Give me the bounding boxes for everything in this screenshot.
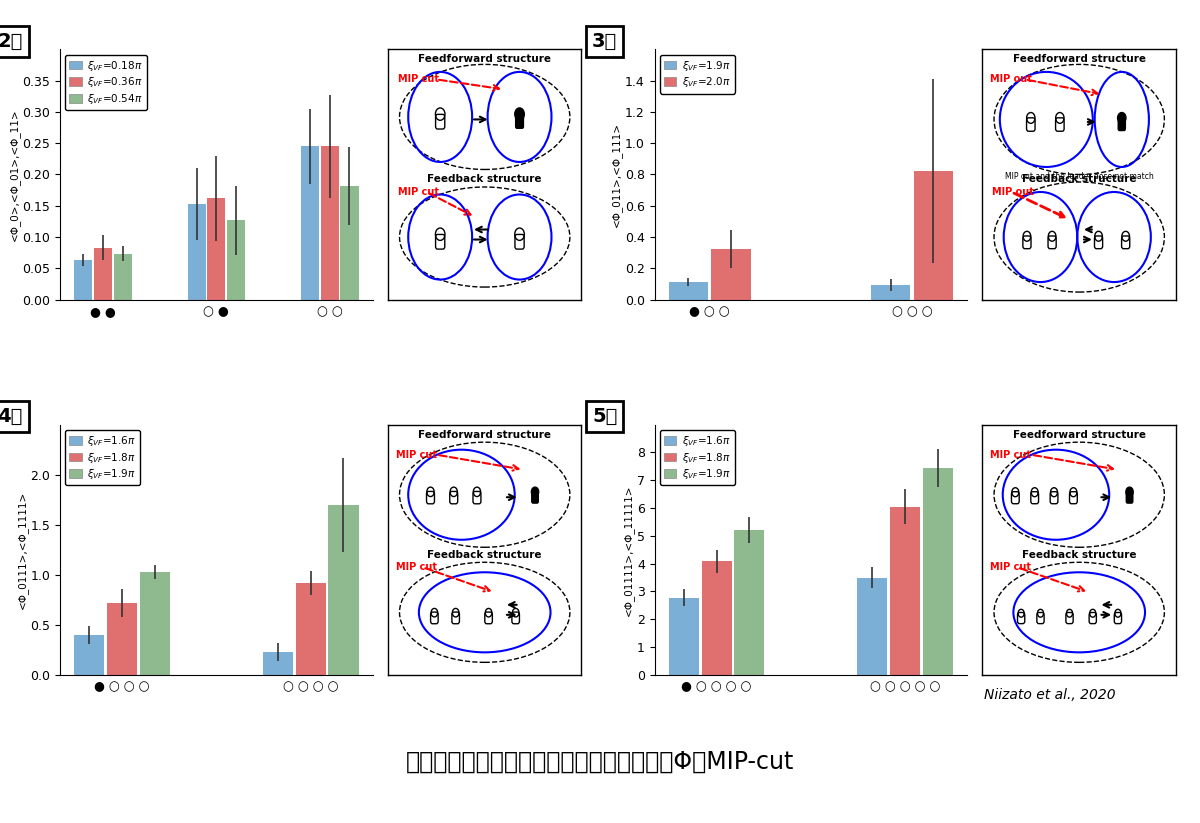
Bar	[668, 597, 698, 675]
Legend: $\xi_{VF}$=1.6$\pi$, $\xi_{VF}$=1.8$\pi$, $\xi_{VF}$=1.9$\pi$: $\xi_{VF}$=1.6$\pi$, $\xi_{VF}$=1.8$\pi$…	[660, 430, 734, 486]
Bar	[734, 530, 764, 675]
Bar	[923, 467, 953, 675]
FancyBboxPatch shape	[532, 491, 539, 504]
Text: MIP out: MIP out	[990, 74, 1032, 85]
FancyBboxPatch shape	[515, 114, 524, 129]
Circle shape	[1126, 487, 1133, 496]
Bar	[139, 572, 170, 675]
Bar	[74, 260, 92, 300]
Bar	[341, 186, 359, 300]
Bar	[263, 652, 293, 675]
Bar	[857, 578, 888, 675]
Bar	[107, 602, 137, 675]
Text: MIP cut: MIP cut	[990, 449, 1031, 460]
Text: Feedback structure: Feedback structure	[427, 550, 542, 560]
Text: Feedforward structure: Feedforward structure	[1013, 54, 1146, 64]
Text: MIP cut: MIP cut	[397, 187, 438, 197]
FancyBboxPatch shape	[1126, 491, 1134, 504]
Text: Feedforward structure: Feedforward structure	[419, 54, 551, 64]
Text: MIP cut: MIP cut	[397, 74, 438, 85]
Legend: $\xi_{VF}$=0.18$\pi$, $\xi_{VF}$=0.36$\pi$, $\xi_{VF}$=0.54$\pi$: $\xi_{VF}$=0.18$\pi$, $\xi_{VF}$=0.36$\p…	[65, 54, 146, 110]
Text: MIP cut and the leader dose not match: MIP cut and the leader dose not match	[1004, 172, 1153, 181]
Text: MIP cut: MIP cut	[396, 449, 437, 460]
Bar	[114, 254, 132, 300]
Bar	[871, 285, 911, 300]
Text: 2匹: 2匹	[0, 32, 23, 51]
Text: Feedback structure: Feedback structure	[427, 174, 542, 184]
Legend: $\xi_{VF}$=1.9$\pi$, $\xi_{VF}$=2.0$\pi$: $\xi_{VF}$=1.9$\pi$, $\xi_{VF}$=2.0$\pi$	[660, 54, 734, 94]
Y-axis label: <Φ_011>,<Φ_111>: <Φ_011>,<Φ_111>	[611, 122, 622, 227]
Text: Feedforward structure: Feedforward structure	[419, 430, 551, 439]
Bar	[668, 282, 708, 300]
Text: Feedback structure: Feedback structure	[1022, 174, 1136, 184]
Bar	[295, 583, 325, 675]
Bar	[890, 507, 920, 675]
Bar	[301, 146, 319, 300]
Text: MIP cut: MIP cut	[396, 562, 437, 572]
Bar	[913, 171, 953, 300]
Y-axis label: <Φ_0>,<Φ_01>,<Φ_11>: <Φ_0>,<Φ_01>,<Φ_11>	[8, 108, 19, 241]
Text: 局所的な相互作用から得られる統合情報量ΦとMIP-cut: 局所的な相互作用から得られる統合情報量ΦとMIP-cut	[406, 749, 794, 774]
Circle shape	[1117, 113, 1126, 123]
Legend: $\xi_{VF}$=1.6$\pi$, $\xi_{VF}$=1.8$\pi$, $\xi_{VF}$=1.9$\pi$: $\xi_{VF}$=1.6$\pi$, $\xi_{VF}$=1.8$\pi$…	[65, 430, 140, 486]
Circle shape	[532, 487, 539, 496]
Bar	[74, 635, 104, 675]
Text: Feedforward structure: Feedforward structure	[1013, 430, 1146, 439]
Y-axis label: <Φ_0111>,<Φ_1111>: <Φ_0111>,<Φ_1111>	[17, 491, 28, 609]
Text: 3匹: 3匹	[592, 32, 617, 51]
Bar	[329, 504, 359, 675]
Bar	[187, 204, 205, 300]
Text: 5匹: 5匹	[592, 407, 617, 426]
Text: MIP cut: MIP cut	[990, 562, 1031, 572]
Bar	[94, 248, 112, 300]
Bar	[208, 198, 226, 300]
Bar	[702, 561, 732, 675]
Bar	[712, 249, 750, 300]
Text: Niizato et al., 2020: Niizato et al., 2020	[984, 688, 1116, 703]
Y-axis label: <Φ_01111>,<Φ_11111>: <Φ_01111>,<Φ_11111>	[623, 484, 634, 616]
FancyBboxPatch shape	[1117, 118, 1126, 131]
Bar	[320, 146, 338, 300]
Text: 4匹: 4匹	[0, 407, 23, 426]
Circle shape	[515, 108, 524, 120]
Text: Feedback structure: Feedback structure	[1022, 550, 1136, 560]
Text: MIP out: MIP out	[992, 187, 1034, 197]
Bar	[227, 220, 245, 300]
